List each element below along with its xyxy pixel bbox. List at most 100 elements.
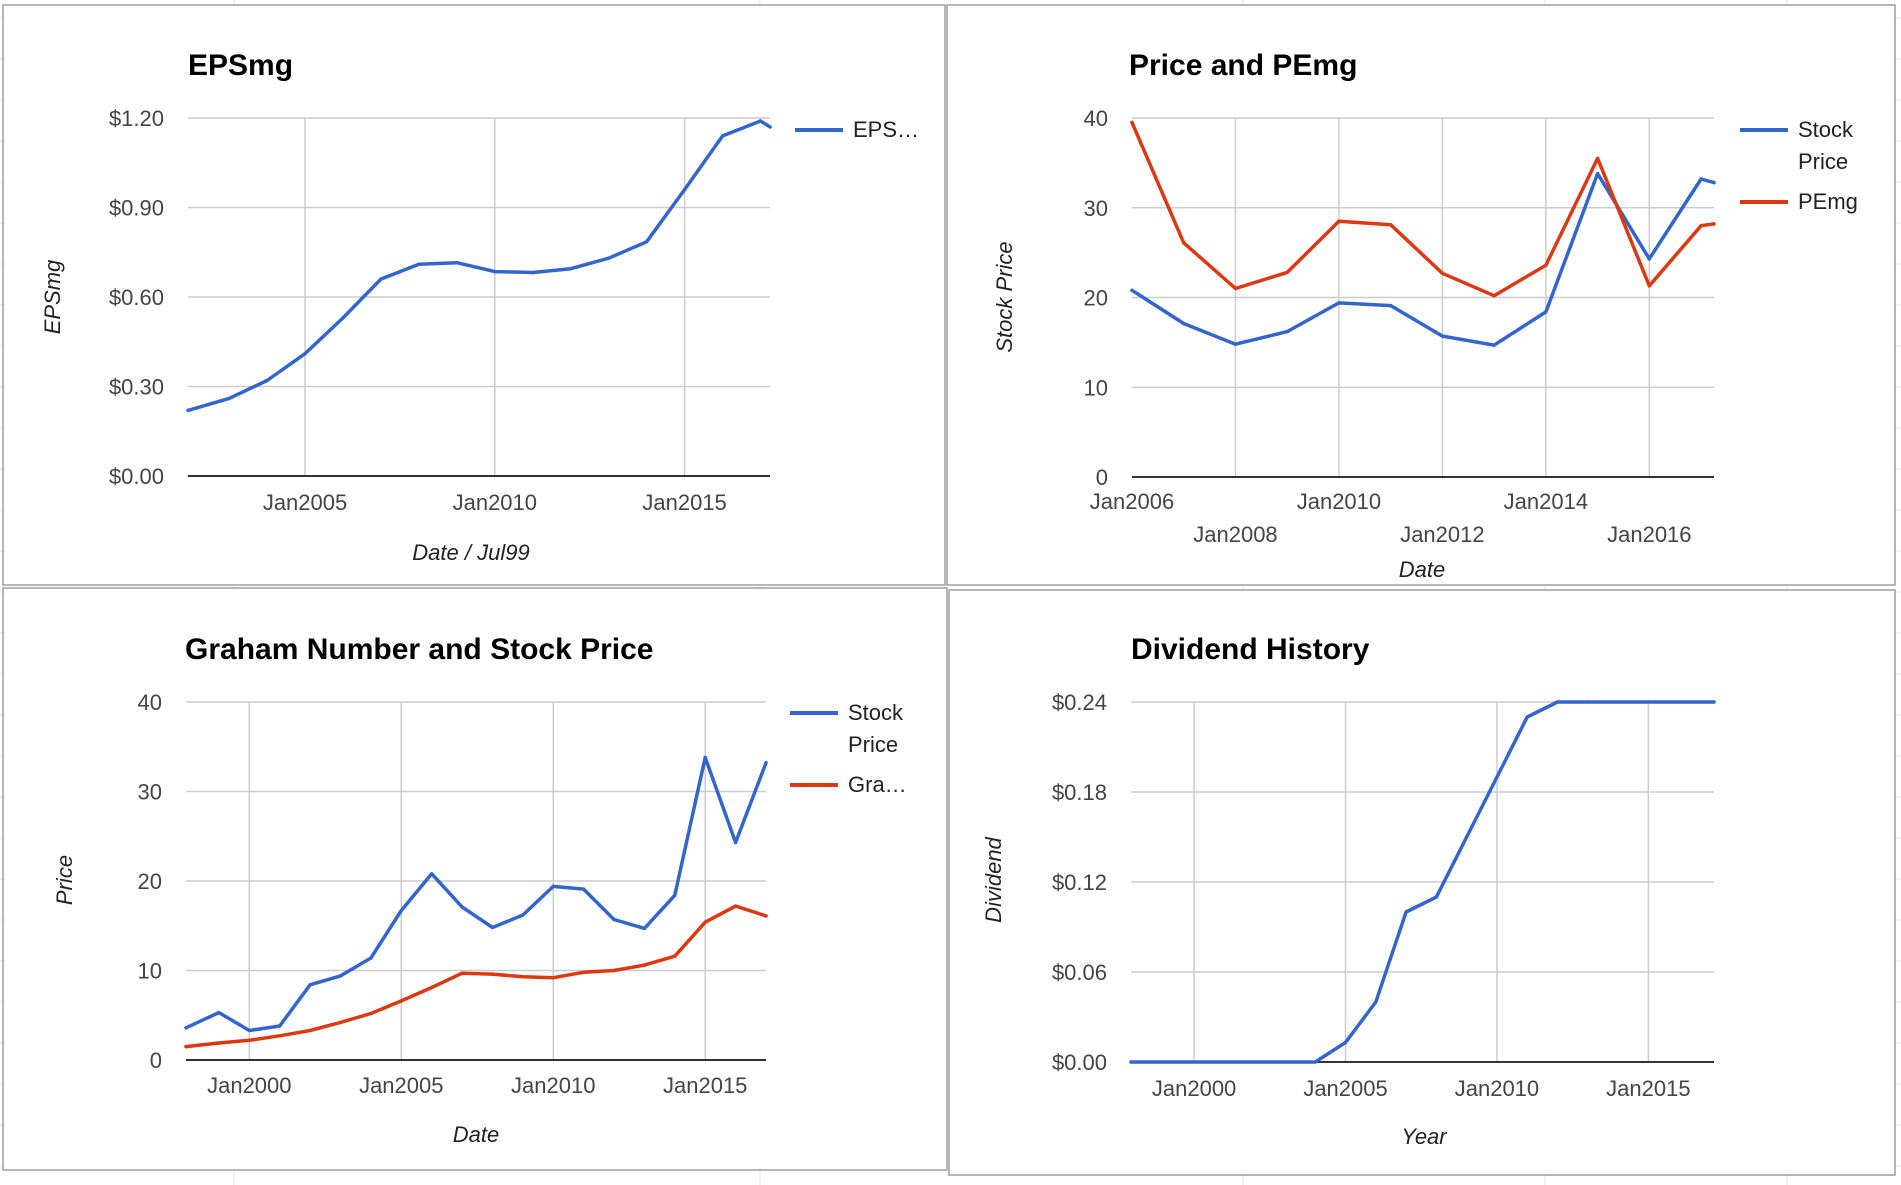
legend-label: Stock Price (848, 700, 904, 757)
data-point (1337, 301, 1341, 305)
x-tick-label: Jan2010 (1455, 1076, 1539, 1101)
data-point (1374, 1000, 1378, 1004)
data-point (1699, 177, 1703, 181)
data-point (551, 975, 555, 980)
data-point (247, 1028, 252, 1033)
data-point (460, 905, 464, 909)
chart-1: Price and PEmg 0 10 20 30 40 Jan2006 Jan2008 Jan… (946, 4, 1896, 586)
x-axis-title: Date / Jul99 (412, 540, 529, 565)
data-point (369, 1011, 373, 1016)
data-point (1586, 700, 1590, 704)
x-tick-label: Jan2015 (1606, 1076, 1690, 1101)
chart-3: Dividend History $0.00 $0.06 $0.12 $0.18 $0.2… (948, 589, 1896, 1176)
y-tick-label: $0.90 (109, 196, 164, 221)
data-point (1464, 835, 1469, 839)
data-point (1388, 303, 1393, 308)
data-point (612, 968, 616, 973)
data-point (569, 266, 573, 271)
y-tick-label: 0 (1096, 465, 1108, 490)
x-tick-label: Jan2008 (1193, 522, 1277, 547)
data-point (1130, 288, 1134, 293)
data-point (1492, 343, 1496, 347)
data-point (521, 913, 525, 917)
data-point (490, 972, 495, 976)
data-point (186, 408, 190, 413)
data-point (308, 983, 312, 987)
y-tick-label: $0.00 (109, 464, 164, 489)
data-point (1182, 321, 1186, 326)
chart-title: Dividend History (1131, 633, 1370, 666)
y-tick-label: 30 (1084, 196, 1108, 221)
x-tick-label: Jan2005 (1303, 1076, 1387, 1101)
data-point (1285, 329, 1289, 334)
data-point (1712, 700, 1716, 704)
data-point (1544, 263, 1548, 267)
y-tick-label: $0.12 (1052, 870, 1107, 895)
chart-title: Price and PEmg (1129, 49, 1357, 82)
chart-panel (946, 4, 1896, 586)
data-point (1388, 223, 1393, 227)
data-point (682, 187, 687, 192)
y-tick-label: 20 (1084, 286, 1108, 311)
data-point (581, 887, 586, 891)
data-point (1313, 1060, 1317, 1064)
x-axis-title: Date (453, 1122, 499, 1147)
y-tick-label: $1.20 (109, 106, 164, 131)
data-point (1129, 1060, 1133, 1064)
series-0 (1130, 171, 1716, 347)
series-line (184, 904, 768, 1049)
data-point (1555, 700, 1560, 704)
data-point (720, 134, 725, 138)
data-point (1182, 241, 1186, 245)
y-tick-label: $0.06 (1052, 960, 1107, 985)
data-point (338, 974, 343, 978)
data-point (1404, 910, 1408, 914)
data-point (1233, 342, 1238, 346)
data-point (399, 999, 403, 1003)
data-point (606, 256, 611, 260)
data-point (308, 1028, 312, 1033)
data-point (1595, 171, 1600, 176)
chart-panel (2, 4, 946, 586)
y-tick-label: 10 (1084, 375, 1108, 400)
series-line (184, 755, 768, 1033)
data-point (1712, 222, 1716, 226)
y-tick-label: 0 (150, 1048, 162, 1073)
data-point (265, 378, 269, 383)
data-point (278, 1034, 282, 1038)
series-0 (186, 119, 772, 413)
data-point (673, 954, 677, 958)
data-point (184, 1044, 188, 1049)
data-point (531, 270, 535, 275)
x-tick-label: Jan2005 (359, 1073, 443, 1098)
data-point (417, 262, 421, 266)
data-point (1343, 1040, 1348, 1045)
y-axis-title: Dividend (981, 836, 1006, 922)
data-point (703, 920, 707, 924)
data-point (217, 1010, 221, 1015)
x-tick-label: Jan2000 (207, 1073, 291, 1098)
series-0 (184, 755, 768, 1033)
data-point (642, 963, 647, 967)
legend: Stock Price PEmg (1740, 117, 1858, 214)
y-tick-label: $0.60 (109, 285, 164, 310)
data-point (1647, 257, 1652, 261)
data-point (217, 1041, 221, 1045)
data-point (338, 1020, 343, 1025)
legend: EPS… (795, 117, 919, 142)
chart-title: EPSmg (188, 49, 293, 82)
x-tick-label: Jan2010 (511, 1073, 595, 1098)
data-point (644, 240, 649, 244)
y-tick-label: $0.24 (1052, 690, 1107, 715)
y-axis-title: Stock Price (992, 241, 1017, 352)
y-tick-label: 30 (138, 780, 162, 805)
x-axis-title: Year (1401, 1124, 1448, 1149)
data-point (764, 761, 768, 765)
data-point (1130, 120, 1134, 125)
chart-2: Graham Number and Stock Price 0 10 20 30 40 Ja… (2, 587, 948, 1171)
data-point (642, 926, 647, 931)
data-point (247, 1038, 252, 1043)
data-point (758, 119, 763, 123)
y-tick-label: 10 (138, 959, 162, 984)
